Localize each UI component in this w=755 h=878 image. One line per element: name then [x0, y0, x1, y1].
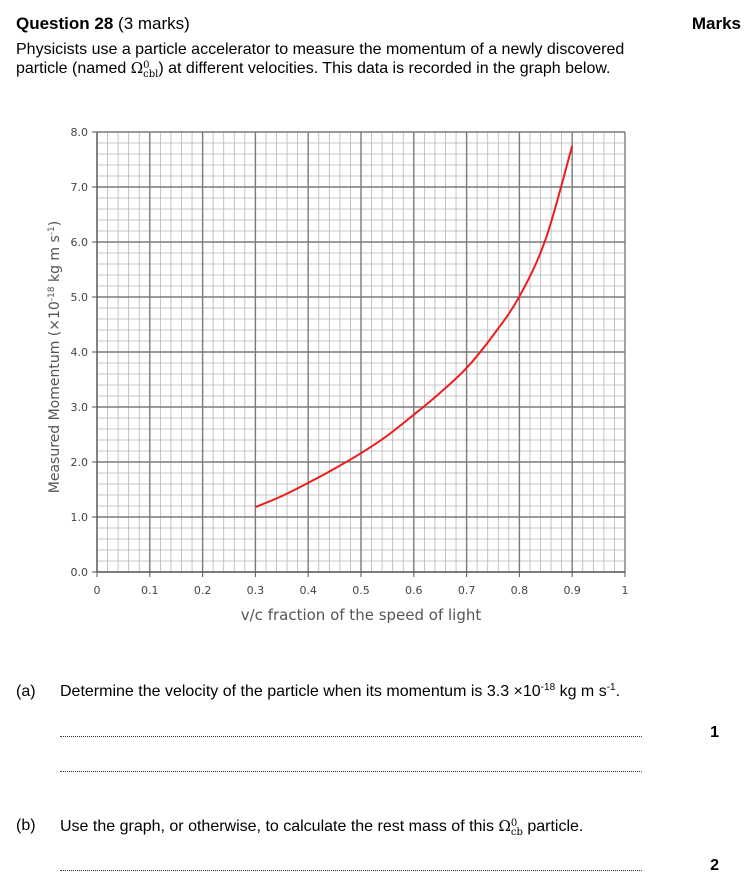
marks-column-header: Marks — [691, 14, 741, 33]
particle-symbol-b-sup: 0 — [510, 818, 518, 829]
part-a-exponent: -18 — [540, 682, 556, 693]
y-tick-label: 1.0 — [71, 511, 89, 524]
particle-symbol-sup: 0 — [143, 60, 150, 71]
part-a-label: (a) — [16, 683, 36, 700]
particle-symbol-b-base: Ω — [498, 817, 511, 835]
y-axis-label-exp: -18 — [47, 286, 57, 301]
y-tick-labels: 0.0 1.0 2.0 3.0 4.0 5.0 6.0 7.0 8.0 — [71, 126, 97, 579]
particle-symbol-scripts: 0 cbl — [143, 60, 159, 80]
y-tick-label: 4.0 — [71, 346, 89, 359]
x-tick-labels: 0 0.1 0.2 0.3 0.4 0.5 0.6 0.7 0.8 0.9 1 — [94, 572, 629, 597]
particle-symbol-base: Ω — [130, 59, 144, 77]
y-axis-label-close: ) — [47, 221, 63, 226]
particle-symbol: Ω 0 cbl — [130, 59, 159, 80]
x-tick-label: 0.1 — [141, 584, 159, 597]
x-tick-label: 0 — [94, 584, 101, 597]
question-number: Question 28 — [16, 14, 114, 33]
y-axis-label-unit-exp: -1 — [47, 226, 57, 235]
part-a-text: Determine the velocity of the particle w… — [60, 683, 541, 700]
y-tick-label: 3.0 — [71, 401, 89, 414]
part-b-label: (b) — [16, 817, 36, 834]
part-a-question: Determine the velocity of the particle w… — [60, 683, 620, 701]
y-tick-label: 8.0 — [71, 126, 89, 139]
x-tick-label: 0.6 — [405, 584, 423, 597]
particle-symbol-sub: cbl — [143, 69, 159, 80]
x-tick-label: 0.5 — [352, 584, 370, 597]
particle-symbol-b-sub: cb — [510, 827, 523, 838]
x-tick-label: 0.2 — [194, 584, 212, 597]
x-tick-label: 0.4 — [299, 584, 317, 597]
x-tick-label: 1 — [622, 584, 629, 597]
answer-line-a2[interactable] — [60, 771, 642, 772]
y-tick-label: 6.0 — [71, 236, 89, 249]
answer-line-b1[interactable] — [60, 870, 642, 871]
part-b-question: Use the graph, or otherwise, to calculat… — [60, 817, 584, 838]
part-b-marks: 2 — [710, 857, 719, 874]
particle-symbol-b: Ω 0 cb — [498, 817, 523, 838]
question-marks: (3 marks) — [118, 14, 190, 33]
particle-symbol-b-scripts: 0 cb — [510, 818, 523, 838]
y-tick-label: 5.0 — [71, 291, 89, 304]
part-b-text: Use the graph, or otherwise, to calculat… — [60, 818, 499, 835]
y-tick-label: 2.0 — [71, 456, 89, 469]
part-a-unit-exponent: -1 — [606, 682, 616, 693]
x-tick-label: 0.8 — [511, 584, 529, 597]
y-tick-label: 7.0 — [71, 181, 89, 194]
answer-line-a1[interactable] — [60, 736, 642, 737]
question-intro: Physicists use a particle accelerator to… — [16, 40, 656, 80]
y-axis-label: Measured Momentum (×10-18 kg m s-1) — [47, 221, 63, 494]
y-axis-label-unit: kg m s — [47, 235, 63, 286]
part-a-marks: 1 — [710, 724, 719, 741]
part-a-period: . — [615, 683, 621, 700]
part-b-text-end: particle. — [522, 818, 584, 835]
x-tick-label: 0.7 — [458, 584, 476, 597]
momentum-velocity-chart: 0 0.1 0.2 0.3 0.4 0.5 0.6 0.7 0.8 0.9 1 0.0 1.0 2.0 3… — [47, 126, 629, 624]
x-axis-label: v/c fraction of the speed of light — [241, 606, 482, 624]
y-axis-label-main: Measured Momentum (×10 — [47, 301, 63, 493]
part-a-unit: kg m s — [555, 683, 607, 700]
y-tick-label: 0.0 — [71, 566, 89, 579]
momentum-curve — [255, 145, 574, 509]
intro-text-end: ) at different velocities. This data is … — [158, 60, 611, 77]
question-heading: Question 28 (3 marks) — [16, 14, 190, 34]
x-tick-label: 0.9 — [563, 584, 581, 597]
intro-text-start: Physicists use a particle accelerator to… — [16, 41, 625, 77]
x-tick-label: 0.3 — [247, 584, 265, 597]
